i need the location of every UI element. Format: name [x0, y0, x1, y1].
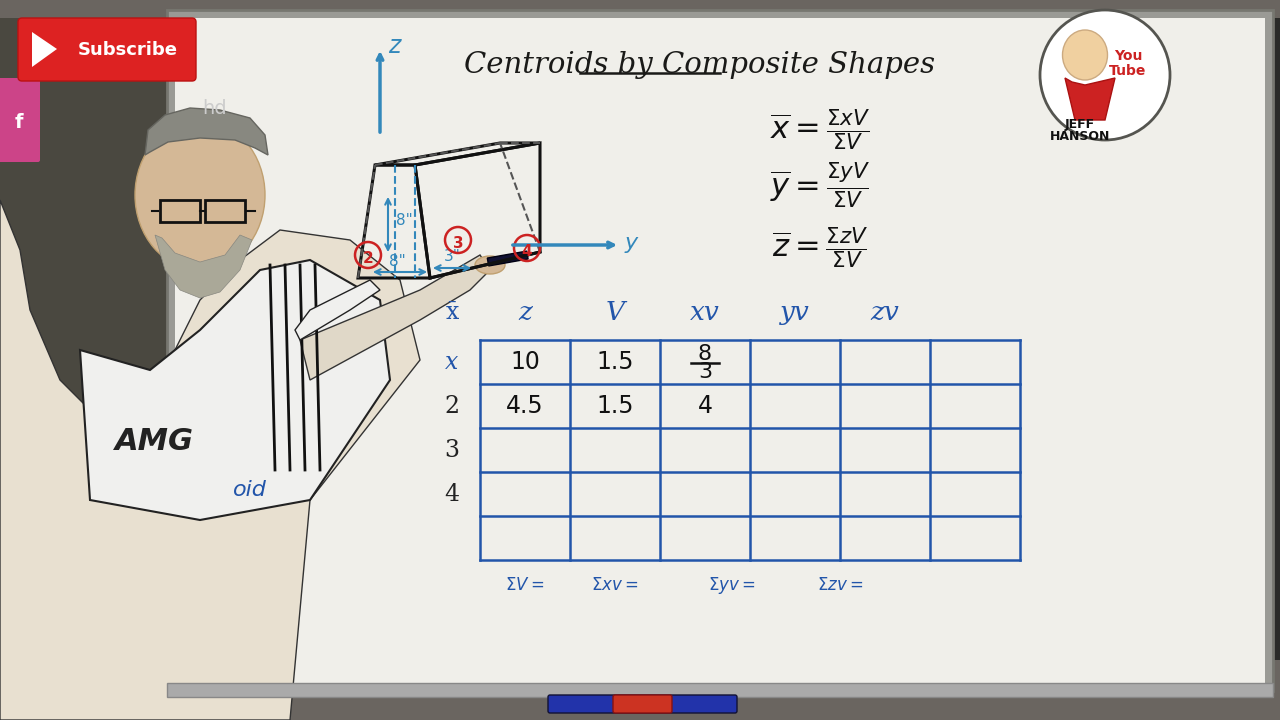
Text: 4: 4 [698, 394, 713, 418]
Polygon shape [145, 108, 268, 155]
Text: Subscribe: Subscribe [77, 40, 178, 58]
Text: 8": 8" [396, 213, 412, 228]
Ellipse shape [1062, 30, 1107, 80]
FancyBboxPatch shape [18, 18, 196, 81]
Text: HANSON: HANSON [1050, 130, 1110, 143]
Text: AMG: AMG [115, 427, 195, 456]
Text: hd: hd [202, 99, 228, 117]
Text: 8": 8" [389, 254, 406, 269]
Text: 3": 3" [444, 249, 461, 264]
Text: $\overline{y}=\frac{\Sigma yV}{\Sigma V}$: $\overline{y}=\frac{\Sigma yV}{\Sigma V}… [769, 160, 870, 210]
Polygon shape [300, 255, 490, 380]
Text: $\Sigma yv=$: $\Sigma yv=$ [708, 575, 755, 595]
Text: 4: 4 [444, 482, 460, 505]
Text: oid: oid [233, 480, 268, 500]
Text: V: V [605, 300, 625, 325]
FancyBboxPatch shape [613, 695, 672, 713]
Ellipse shape [475, 256, 506, 274]
Text: $\Sigma xv=$: $\Sigma xv=$ [591, 576, 639, 594]
Text: $\overline{z}=\frac{\Sigma zV}{\Sigma V}$: $\overline{z}=\frac{\Sigma zV}{\Sigma V}… [772, 225, 868, 271]
FancyBboxPatch shape [548, 695, 737, 713]
Text: 3: 3 [444, 438, 460, 462]
Polygon shape [294, 280, 380, 340]
Bar [160, 200, 200, 222]
Text: 2: 2 [362, 251, 374, 266]
Text: $\overline{x}=\frac{\Sigma xV}{\Sigma V}$: $\overline{x}=\frac{\Sigma xV}{\Sigma V}… [769, 107, 870, 153]
Text: xv: xv [690, 300, 719, 325]
Text: 4: 4 [522, 243, 532, 258]
Circle shape [1039, 10, 1170, 140]
Text: 1.5: 1.5 [596, 350, 634, 374]
Polygon shape [1065, 78, 1115, 120]
Bar [166, 10, 1274, 691]
Text: You: You [1114, 49, 1142, 63]
Text: 3: 3 [453, 235, 463, 251]
Text: 10: 10 [509, 350, 540, 374]
Bar [0, 660, 1280, 720]
Bar [205, 200, 244, 222]
Text: 8: 8 [698, 344, 712, 364]
FancyBboxPatch shape [0, 78, 40, 162]
Polygon shape [155, 235, 252, 298]
Text: yv: yv [780, 300, 810, 325]
Bar [0, 0, 320, 720]
Text: f: f [15, 112, 23, 132]
Polygon shape [32, 32, 58, 67]
Text: $\Sigma zv=$: $\Sigma zv=$ [817, 576, 863, 594]
Text: Tube: Tube [1110, 64, 1147, 78]
Polygon shape [79, 260, 390, 520]
Bar [488, 251, 529, 266]
Bar [175, 18, 1265, 683]
Text: 1.5: 1.5 [596, 394, 634, 418]
Text: y: y [625, 233, 639, 253]
Text: $\Sigma V=$: $\Sigma V=$ [506, 576, 544, 594]
Bar [166, 683, 1274, 697]
Polygon shape [0, 200, 420, 720]
Text: z: z [388, 34, 401, 58]
Text: 4.5: 4.5 [506, 394, 544, 418]
Text: x: x [445, 351, 458, 374]
Text: x̄: x̄ [445, 300, 458, 323]
Text: JEFF: JEFF [1065, 118, 1096, 131]
Ellipse shape [134, 120, 265, 270]
Text: 3: 3 [698, 361, 712, 382]
Text: 2: 2 [444, 395, 460, 418]
Text: Centroids by Composite Shapes: Centroids by Composite Shapes [465, 51, 936, 79]
Text: z: z [518, 300, 532, 325]
Text: zv: zv [870, 300, 900, 325]
Bar [0, 0, 1280, 18]
